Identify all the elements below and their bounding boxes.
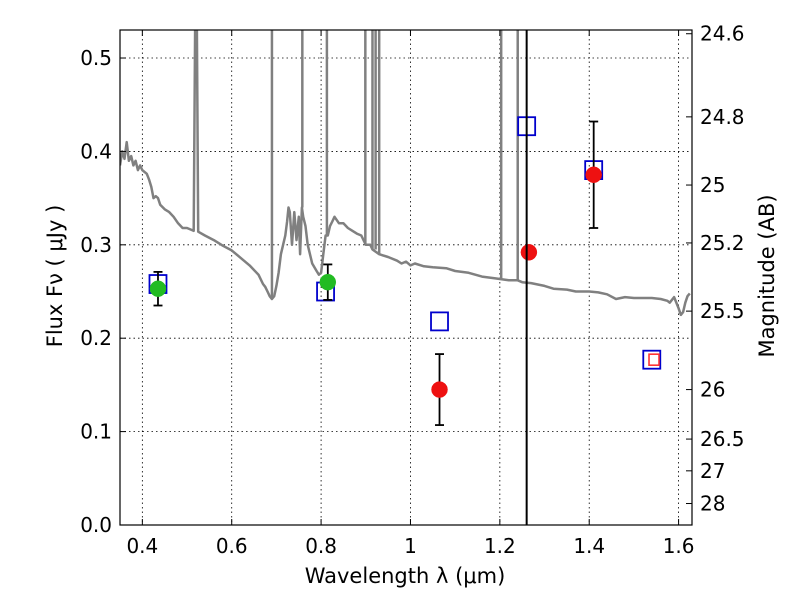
model-flux-square — [430, 311, 449, 332]
observed-flux-point — [431, 381, 448, 398]
y-tick-label: 0.5 — [80, 46, 112, 70]
axis-tick-labels: 0.4 0.6 0.8 1 1.2 1.4 1.6 0.0 0.1 0.2 0.3 0.4 0.5 24.… — [80, 22, 744, 558]
y2-tick-label: 26 — [700, 378, 725, 402]
x-tick-label: 0.8 — [305, 534, 337, 558]
y-tick-label: 0.2 — [80, 326, 112, 350]
y-tick-label: 0.1 — [80, 420, 112, 444]
x-tick-label: 1.4 — [573, 534, 605, 558]
x-tick-label: 1.2 — [484, 534, 516, 558]
spectrum-line — [120, 30, 691, 317]
x-tick-label: 1.6 — [663, 534, 695, 558]
model-spectrum — [120, 30, 691, 317]
y-axis-right-label: Magnitude (AB) — [755, 194, 779, 357]
y-tick-label: 0.3 — [80, 233, 112, 257]
y2-tick-label: 24.6 — [700, 22, 745, 46]
model-flux-square — [642, 349, 662, 370]
observed-flux-point — [319, 273, 337, 291]
x-tick-label: 0.6 — [216, 534, 248, 558]
plot-frame — [119, 29, 693, 526]
y-tick-label: 0.0 — [80, 513, 112, 537]
observed-flux-point — [149, 280, 167, 297]
observed-flux-point — [520, 244, 538, 261]
y2-tick-label: 25.5 — [700, 299, 745, 323]
y-tick-label: 0.4 — [80, 139, 112, 163]
axis-ticks — [120, 30, 692, 526]
y2-tick-label: 24.8 — [700, 105, 745, 129]
y2-tick-label: 25 — [700, 173, 725, 197]
y2-tick-label: 28 — [700, 492, 725, 516]
upper-limit-square — [648, 353, 660, 366]
plot-area — [120, 30, 691, 426]
x-tick-label: 0.4 — [126, 534, 158, 558]
y2-tick-label: 26.5 — [700, 427, 745, 451]
y2-tick-label: 27 — [700, 459, 725, 483]
x-tick-label: 1 — [404, 534, 417, 558]
y-axis-label: Flux Fν ( μJy ) — [43, 205, 67, 348]
observed-flux-point — [585, 166, 602, 184]
x-axis-label: Wavelength λ (μm) — [305, 564, 506, 588]
y2-tick-label: 25.2 — [700, 231, 745, 255]
